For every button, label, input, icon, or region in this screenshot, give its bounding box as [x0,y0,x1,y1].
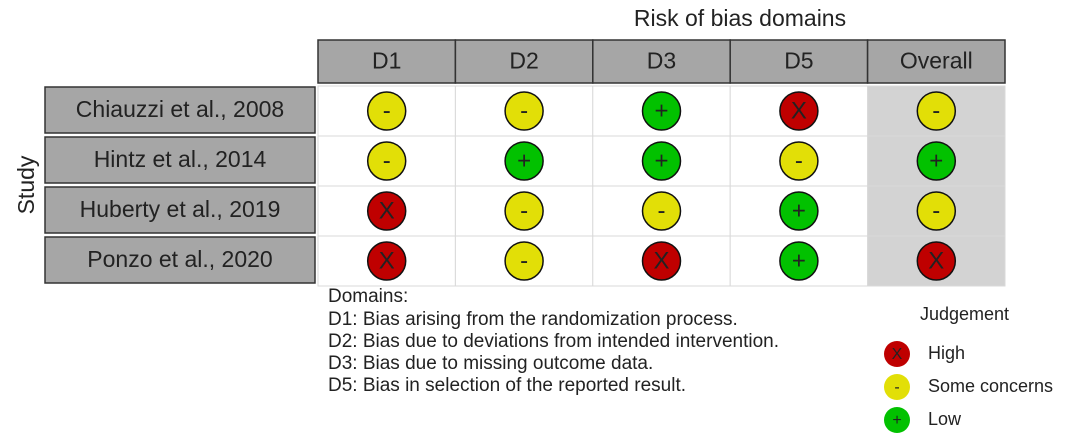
judgement-symbol: + [654,147,668,174]
judgement-dot [641,241,682,281]
judgement-symbol: - [658,197,666,224]
legend-dot [884,374,910,400]
title: Risk of bias domains [634,5,846,31]
judgement-symbol: + [792,197,806,224]
column-header-label: Overall [900,48,973,74]
legend-symbol: - [894,379,899,396]
judgement-dot [641,141,682,181]
judgement-symbol: X [379,247,395,274]
legend-label: Some concerns [928,376,1053,396]
judgement-symbol: + [792,247,806,274]
legend-dot [884,407,910,433]
judgement-symbol: X [791,97,807,124]
legend-label: High [928,343,965,363]
column-header [866,39,1006,84]
judgement-dot [779,91,819,131]
y-label: Study [13,155,39,214]
legend-symbol: + [892,412,901,429]
column-header-label: D2 [509,48,538,74]
judgement-dot [916,191,957,231]
judgement-symbol: + [929,147,943,174]
judgement-symbol: - [383,147,391,174]
column-header-label: D3 [647,48,676,74]
judgement-symbol: + [517,147,531,174]
judgement-symbol: - [932,197,940,224]
judgement-symbol: X [928,247,944,274]
judgement-dot [779,241,819,281]
judgement-dot [916,91,957,131]
judgement-symbol: - [795,147,803,174]
judgement-dot [504,91,544,131]
legend-label: Low [928,409,962,429]
row-header [44,186,316,234]
judgement-symbol: - [520,197,528,224]
legend-symbol: X [892,346,903,363]
judgement-dot [916,241,957,281]
study-label: Huberty et al., 2019 [80,196,281,222]
domain-description: D2: Bias due to deviations from intended… [328,331,779,352]
legend-title: Judgement [920,304,1009,324]
judgement-dot [366,241,407,281]
judgement-symbol: - [520,97,528,124]
domain-description: D3: Bias due to missing outcome data. [328,353,653,374]
judgement-dot [366,91,407,131]
study-label: Hintz et al., 2014 [94,146,267,172]
domains-heading: Domains: [328,286,408,307]
judgement-symbol: X [653,247,669,274]
judgement-symbol: - [383,97,391,124]
judgement-symbol: + [654,97,668,124]
row-header [44,86,316,134]
judgement-dot [504,191,544,231]
domain-description: D1: Bias arising from the randomization … [328,309,738,330]
column-header-label: D1 [372,48,401,74]
column-header [454,39,594,84]
column-header [592,39,731,84]
judgement-symbol: X [379,197,395,224]
study-label: Ponzo et al., 2020 [87,246,272,272]
judgement-symbol: - [520,247,528,274]
judgement-symbol: - [932,97,940,124]
domain-description: D5: Bias in selection of the reported re… [328,375,686,396]
study-label: Chiauzzi et al., 2008 [76,96,284,122]
judgement-dot [916,141,957,181]
judgement-dot [779,141,819,181]
judgement-dot [641,91,682,131]
judgement-dot [779,191,819,231]
judgement-dot [366,141,407,181]
column-header-label: D5 [784,48,813,74]
judgement-dot [504,241,544,281]
row-header [44,136,316,184]
judgement-dot [504,141,544,181]
judgement-dot [366,191,407,231]
column-header [317,39,457,84]
row-header [44,236,316,284]
judgement-dot [641,191,682,231]
legend-dot [884,341,910,367]
